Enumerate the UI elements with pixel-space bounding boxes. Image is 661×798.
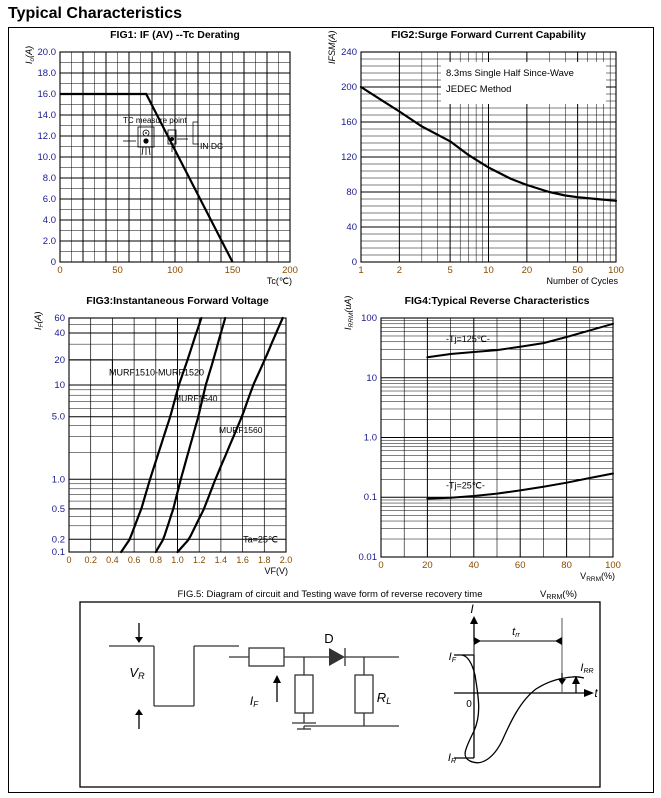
svg-text:1.8: 1.8 [258,555,271,565]
svg-text:100: 100 [608,265,624,276]
svg-text:Number of Cycles: Number of Cycles [546,276,618,286]
svg-text:40: 40 [469,560,480,571]
svg-text:Io(A): Io(A) [24,46,36,64]
svg-text:0.01: 0.01 [359,552,378,563]
svg-text:50: 50 [112,265,123,276]
svg-text:0: 0 [352,257,357,268]
svg-text:60: 60 [54,313,65,324]
svg-text:D: D [324,631,333,646]
svg-text:20: 20 [54,355,65,366]
svg-text:Ta=25℃: Ta=25℃ [243,534,278,544]
svg-text:160: 160 [341,117,357,128]
svg-text:18.0: 18.0 [38,68,57,79]
svg-text:200: 200 [341,82,357,93]
svg-text:JEDEC Method: JEDEC Method [446,84,511,95]
svg-text:80: 80 [346,187,357,198]
svg-text:100: 100 [167,265,183,276]
svg-text:8.3ms Single Half Since-Wave: 8.3ms Single Half Since-Wave [446,68,574,79]
svg-text:4.0: 4.0 [43,215,56,226]
svg-text:50: 50 [572,265,583,276]
svg-text:20: 20 [522,265,533,276]
svg-text:6.0: 6.0 [43,194,56,205]
svg-text:100: 100 [361,313,377,324]
svg-text:20.0: 20.0 [38,47,57,58]
svg-text:Tc(℃): Tc(℃) [267,276,292,286]
svg-text:VF(V): VF(V) [265,566,289,576]
svg-text:120: 120 [341,152,357,163]
svg-text:0: 0 [378,560,383,571]
svg-text:1.6: 1.6 [236,555,249,565]
svg-text:200: 200 [282,265,298,276]
svg-text:40: 40 [346,222,357,233]
svg-text:FIG2:Surge Forward Current Cap: FIG2:Surge Forward Current Capability [391,29,586,41]
svg-text:12.0: 12.0 [38,131,57,142]
svg-text:0: 0 [66,555,71,565]
svg-text:FIG3:Instantaneous Forward Vol: FIG3:Instantaneous Forward Voltage [86,295,269,307]
svg-text:10: 10 [483,265,494,276]
svg-text:0.4: 0.4 [106,555,119,565]
svg-text:0.1: 0.1 [52,547,65,558]
svg-text:VRRM(%): VRRM(%) [580,571,615,581]
svg-text:10: 10 [366,373,377,384]
svg-text:1.2: 1.2 [193,555,206,565]
svg-text:0: 0 [466,699,472,710]
svg-text:5: 5 [447,265,452,276]
svg-text:IF(A): IF(A) [33,312,45,331]
svg-text:MURF1540: MURF1540 [174,393,218,403]
svg-text:16.0: 16.0 [38,89,57,100]
svg-text:TC measure point: TC measure point [123,116,187,125]
svg-text:IN DC: IN DC [200,141,223,151]
svg-text:1.0: 1.0 [171,555,184,565]
svg-text:-Tj=125℃-: -Tj=125℃- [446,334,490,344]
svg-text:60: 60 [515,560,526,571]
svg-text:0.5: 0.5 [52,504,65,515]
svg-text:0: 0 [57,265,62,276]
svg-text:0.6: 0.6 [128,555,141,565]
svg-text:8.0: 8.0 [43,173,56,184]
svg-text:40: 40 [54,328,65,339]
svg-text:IFSM(A): IFSM(A) [327,31,337,65]
svg-text:10.0: 10.0 [38,152,57,163]
svg-text:0.8: 0.8 [150,555,163,565]
svg-text:2.0: 2.0 [280,555,293,565]
svg-text:14.0: 14.0 [38,110,57,121]
svg-text:5.0: 5.0 [52,412,65,423]
svg-text:2.0: 2.0 [43,236,56,247]
svg-text:1: 1 [358,265,363,276]
svg-text:240: 240 [341,47,357,58]
svg-text:10: 10 [54,380,65,391]
svg-text:80: 80 [561,560,572,571]
svg-text:1.4: 1.4 [215,555,228,565]
svg-text:0: 0 [51,257,56,268]
svg-text:0.2: 0.2 [84,555,97,565]
svg-text:FIG1: IF (AV) --Tc Derating: FIG1: IF (AV) --Tc Derating [110,29,240,41]
svg-text:IRRM(uA): IRRM(uA) [343,296,355,330]
svg-text:20: 20 [422,560,433,571]
svg-text:0.2: 0.2 [52,534,65,545]
svg-text:150: 150 [225,265,241,276]
svg-text:0.1: 0.1 [364,492,377,503]
svg-text:1.0: 1.0 [364,433,377,444]
svg-text:MURF1510-MURF1520: MURF1510-MURF1520 [109,368,204,378]
svg-text:MURF1560: MURF1560 [219,425,263,435]
svg-text:100: 100 [605,560,621,571]
svg-text:1.0: 1.0 [52,474,65,485]
svg-text:FIG4:Typical Reverse Character: FIG4:Typical Reverse Characteristics [405,295,590,307]
svg-text:-Tj=25℃-: -Tj=25℃- [446,481,485,491]
svg-text:2: 2 [397,265,402,276]
